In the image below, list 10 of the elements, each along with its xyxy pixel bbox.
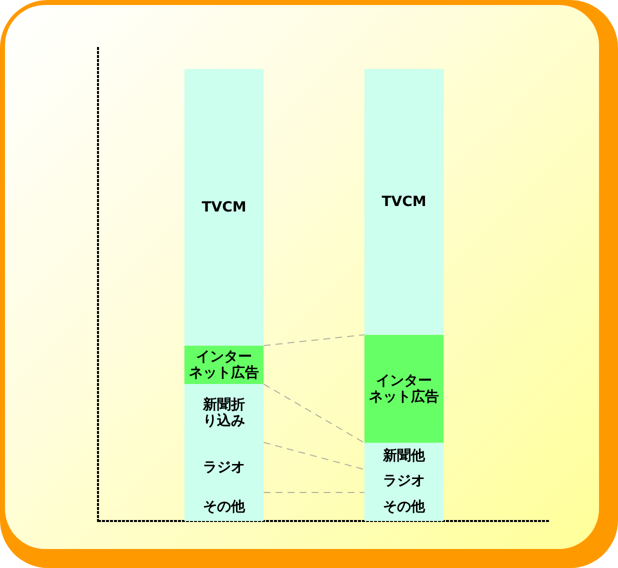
series-label: 新聞他 [382,447,426,464]
series-label: ラジオ [383,473,425,489]
text: TVCM [382,194,426,210]
series-label: インターネット広告 [189,348,259,381]
text: ラジオ [203,459,245,476]
series-label: TVCM [202,199,246,216]
text: その他 [383,498,425,515]
text: インターネット広告 [369,372,439,405]
series-label: 新聞折り込み [202,396,245,430]
series-label: その他 [203,498,246,515]
